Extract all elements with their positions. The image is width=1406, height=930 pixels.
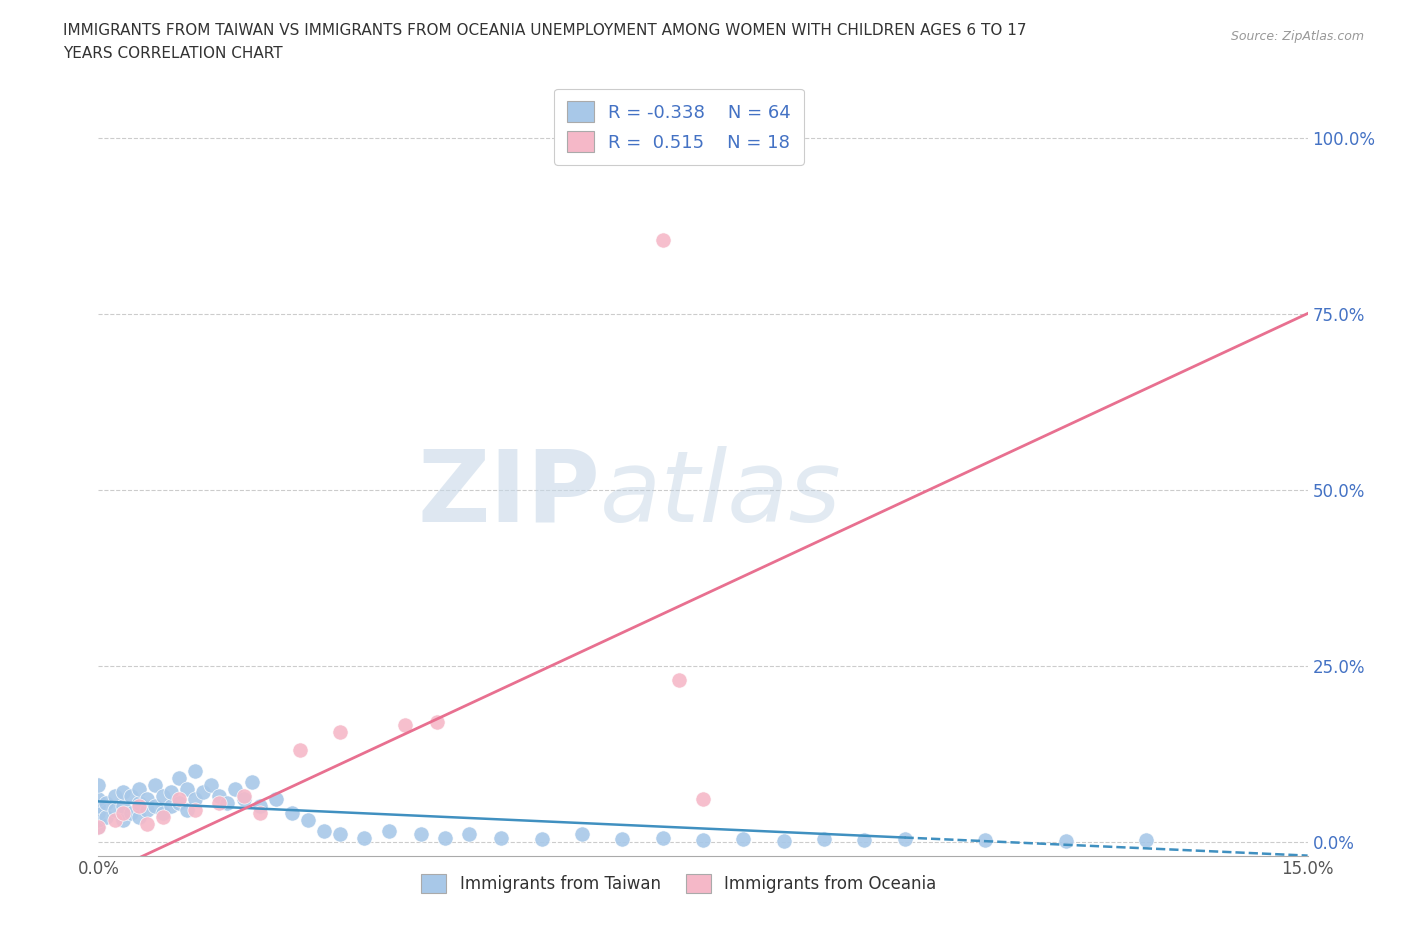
Point (160, 799, 183, 814)
Point (120, 806, 142, 821)
Point (103, 789, 125, 804)
Point (96, 795, 118, 810)
Point (288, 742, 311, 757)
Point (232, 791, 254, 806)
Point (249, 799, 271, 814)
Point (87, 791, 110, 806)
Point (426, 714, 449, 729)
Point (571, 827, 593, 842)
Point (103, 813, 125, 828)
Point (530, 832, 553, 847)
Point (329, 827, 352, 842)
Point (152, 806, 174, 821)
Point (111, 799, 134, 814)
Point (152, 789, 174, 804)
Point (853, 832, 876, 847)
Point (143, 799, 166, 814)
Point (409, 827, 432, 842)
Point (128, 781, 150, 796)
Point (135, 803, 157, 817)
Point (458, 827, 481, 842)
Point (297, 813, 319, 828)
Point (772, 833, 794, 848)
Point (692, 832, 714, 847)
Point (200, 777, 222, 792)
Point (314, 824, 336, 839)
Point (176, 781, 198, 796)
Point (353, 830, 375, 845)
Point (651, 232, 673, 247)
Point (87, 777, 110, 792)
Point (128, 809, 150, 824)
Point (103, 803, 125, 817)
Point (176, 803, 198, 817)
Point (87, 799, 110, 814)
Point (184, 803, 207, 817)
Text: YEARS CORRELATION CHART: YEARS CORRELATION CHART (63, 46, 283, 61)
Text: IMMIGRANTS FROM TAIWAN VS IMMIGRANTS FROM OCEANIA UNEMPLOYMENT AMONG WOMEN WITH : IMMIGRANTS FROM TAIWAN VS IMMIGRANTS FRO… (63, 23, 1026, 38)
Point (264, 791, 287, 806)
Point (120, 789, 142, 804)
Point (651, 830, 673, 845)
Point (87, 806, 110, 821)
Point (128, 795, 150, 810)
Point (377, 824, 399, 839)
Point (329, 725, 352, 740)
Point (160, 785, 183, 800)
Point (184, 791, 207, 806)
Point (208, 795, 231, 810)
Point (152, 809, 174, 824)
Point (167, 795, 190, 810)
Text: atlas: atlas (600, 445, 842, 542)
Point (612, 832, 634, 847)
Point (217, 795, 239, 810)
Point (167, 771, 190, 786)
Point (193, 785, 215, 800)
Text: ZIP: ZIP (418, 445, 600, 542)
Point (240, 775, 263, 790)
Point (733, 832, 755, 847)
Point (434, 830, 457, 845)
Point (111, 813, 134, 828)
Text: Source: ZipAtlas.com: Source: ZipAtlas.com (1230, 30, 1364, 43)
Point (87, 820, 110, 835)
Point (491, 830, 513, 845)
Point (692, 791, 714, 806)
Point (111, 785, 134, 800)
Point (208, 789, 231, 804)
Point (249, 806, 271, 821)
Point (394, 718, 416, 733)
Point (184, 764, 207, 778)
Point (893, 832, 915, 847)
Point (224, 781, 246, 796)
Point (974, 832, 997, 847)
Point (128, 799, 150, 814)
Point (143, 777, 166, 792)
Point (167, 791, 190, 806)
Legend: Immigrants from Taiwan, Immigrants from Oceania: Immigrants from Taiwan, Immigrants from … (415, 868, 943, 900)
Point (1054, 833, 1077, 848)
Point (135, 791, 157, 806)
Point (813, 831, 835, 846)
Point (135, 817, 157, 831)
Point (111, 806, 134, 821)
Point (87, 820, 110, 835)
Point (96, 809, 118, 824)
Point (281, 806, 304, 821)
Point (668, 672, 690, 687)
Point (1135, 832, 1157, 847)
Point (232, 789, 254, 804)
Point (87, 813, 110, 828)
